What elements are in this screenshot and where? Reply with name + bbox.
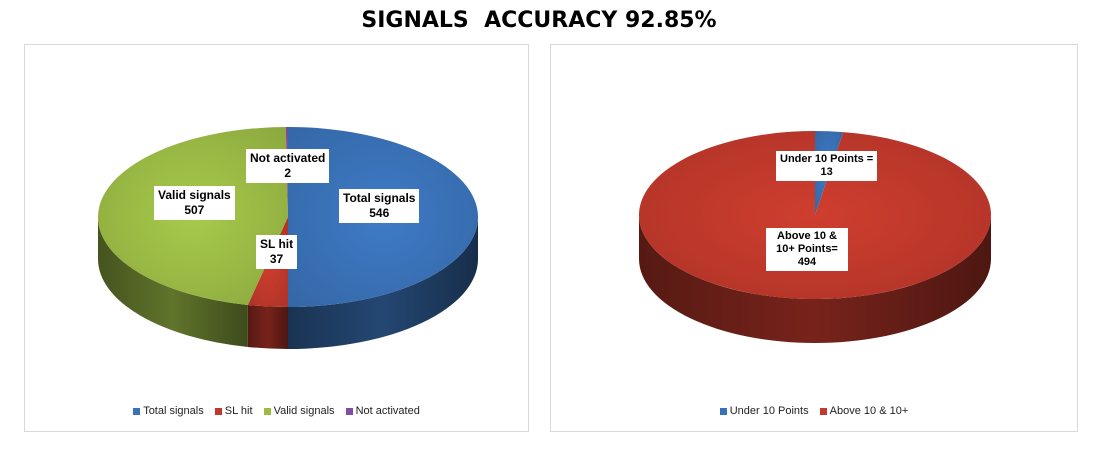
signals-slice-side-2 [98,217,248,347]
legend-item-under-10-points: Under 10 Points [719,405,809,417]
legend-item-above-10-points: Above 10 & 10+ [819,405,909,417]
points-slice-side-1 [639,215,991,343]
legend-label: Above 10 & 10+ [829,405,909,417]
legend-swatch [719,407,727,415]
legend-item-not-activated: Not activated [345,405,420,417]
legend-swatch [819,407,827,415]
data-label-not-activated-value: 2 [284,166,292,180]
pie-chart-signals: Not activated 2 Valid signals 507 Total … [24,44,529,432]
signals-slice-side-0 [288,217,478,349]
data-label-sl-hit-name: SL hit [260,237,294,251]
points-slice-1 [639,131,991,299]
legend-item-total-signals: Total signals [133,405,204,417]
legend-label: Total signals [143,405,204,417]
legend-swatch [133,407,141,415]
data-label-under-10-points-value: 13 [820,166,833,178]
data-label-above-10-points-name: Above 10 & 10+ Points= [776,230,838,255]
data-label-under-10-points-name: Under 10 Points = [780,153,874,165]
legend-swatch [345,407,353,415]
pie-chart-points: Under 10 Points = 13 Above 10 & 10+ Poin… [550,44,1078,432]
data-label-not-activated: Not activated 2 [246,149,330,183]
legend-label: Not activated [355,405,420,417]
data-label-above-10-points: Above 10 & 10+ Points= 494 [766,228,848,271]
legend-swatch [263,407,271,415]
legend-item-valid-signals: Valid signals [263,405,335,417]
legend-item-sl-hit: SL hit [214,405,253,417]
data-label-valid-signals-value: 507 [184,203,205,217]
data-label-sl-hit-value: 37 [269,252,284,266]
data-label-valid-signals-name: Valid signals [158,188,231,202]
data-label-not-activated-name: Not activated [250,151,326,165]
data-label-total-signals-name: Total signals [343,191,416,205]
data-label-total-signals: Total signals 546 [339,189,420,223]
legend-swatch [214,407,222,415]
legend-label: Valid signals [273,405,335,417]
data-label-sl-hit: SL hit 37 [256,235,298,269]
chart-title: SIGNALS ACCURACY 92.85% [361,8,717,33]
legend-points: Under 10 Points Above 10 & 10+ [551,405,1077,418]
data-label-above-10-points-value: 494 [797,256,817,268]
legend-signals: Total signals SL hit Valid signals Not a… [25,405,528,418]
legend-label: SL hit [224,405,253,417]
data-label-valid-signals: Valid signals 507 [154,186,235,220]
signals-slice-side-1 [247,304,288,349]
legend-label: Under 10 Points [729,405,809,417]
data-label-under-10-points: Under 10 Points = 13 [776,151,878,181]
data-label-total-signals-value: 546 [369,206,390,220]
